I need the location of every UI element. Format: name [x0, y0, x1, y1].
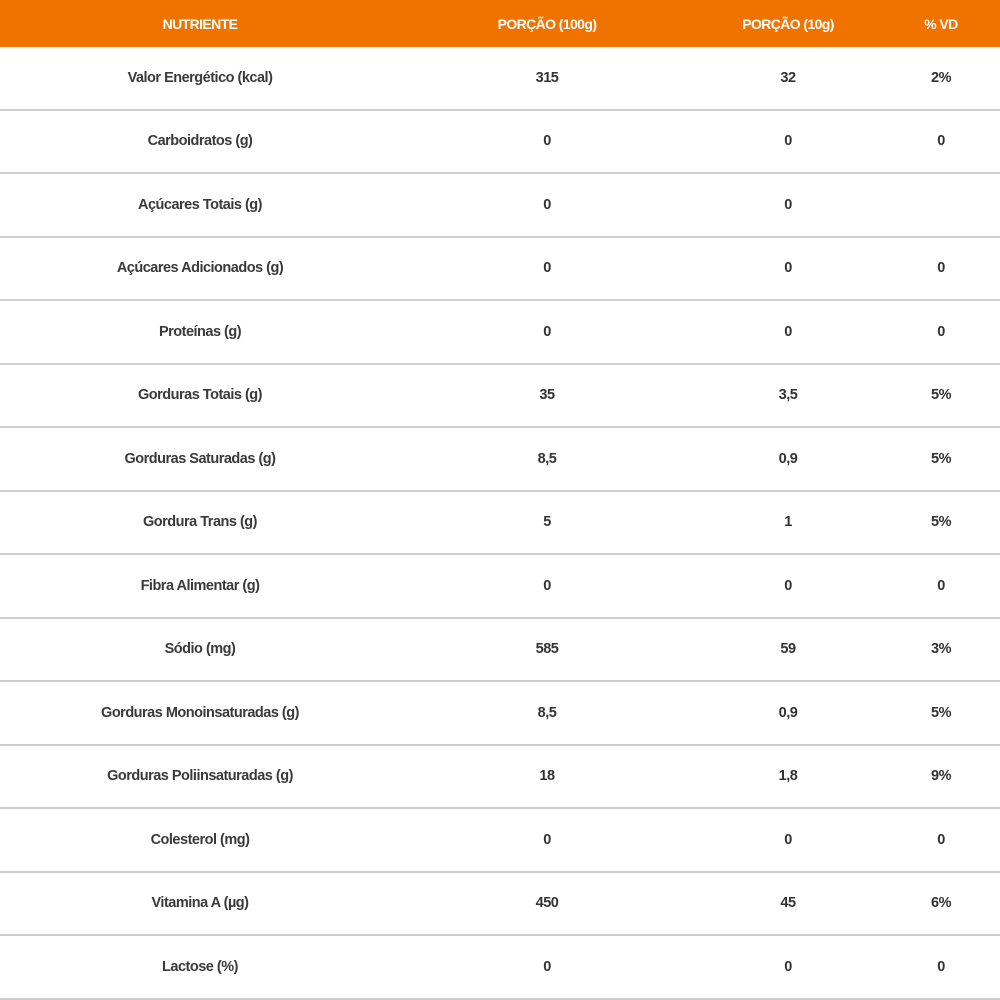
- portion-100g-value: 450: [400, 871, 694, 936]
- nutrient-name: Fibra Alimentar (g): [0, 554, 400, 619]
- portion-100g-value: 585: [400, 617, 694, 682]
- portion-100g-value: 0: [400, 808, 694, 873]
- daily-value: 5%: [882, 490, 1000, 555]
- table-row: Gorduras Poliinsaturadas (g) 18 1,8 9%: [0, 744, 1000, 809]
- portion-10g-value: 0: [694, 554, 882, 619]
- header-nutriente: NUTRIENTE: [0, 0, 400, 47]
- portion-10g-value: 0: [694, 935, 882, 1000]
- nutrient-name: Lactose (%): [0, 935, 400, 1000]
- daily-value: 0: [882, 236, 1000, 301]
- header-vd: % VD: [882, 0, 1000, 47]
- portion-100g-value: 0: [400, 300, 694, 365]
- header-porcao-10g: PORÇÃO (10g): [694, 0, 882, 47]
- portion-10g-value: 0: [694, 300, 882, 365]
- portion-10g-value: 59: [694, 617, 882, 682]
- portion-10g-value: 45: [694, 871, 882, 936]
- nutrient-name: Proteínas (g): [0, 300, 400, 365]
- daily-value: 0: [882, 300, 1000, 365]
- daily-value: 0: [882, 109, 1000, 174]
- header-porcao-100g: PORÇÃO (100g): [400, 0, 694, 47]
- nutrient-name: Carboidratos (g): [0, 109, 400, 174]
- daily-value: 6%: [882, 871, 1000, 936]
- table-row: Valor Energético (kcal) 315 32 2%: [0, 47, 1000, 111]
- daily-value: 5%: [882, 363, 1000, 428]
- portion-10g-value: 32: [694, 47, 882, 111]
- portion-100g-value: 0: [400, 109, 694, 174]
- nutrient-name: Sódio (mg): [0, 617, 400, 682]
- portion-100g-value: 18: [400, 744, 694, 809]
- table-row: Açúcares Adicionados (g) 0 0 0: [0, 236, 1000, 301]
- table-row: Proteínas (g) 0 0 0: [0, 300, 1000, 365]
- portion-10g-value: 1: [694, 490, 882, 555]
- table-row: Gorduras Saturadas (g) 8,5 0,9 5%: [0, 427, 1000, 492]
- nutrient-name: Colesterol (mg): [0, 808, 400, 873]
- portion-10g-value: 0: [694, 109, 882, 174]
- portion-100g-value: 8,5: [400, 681, 694, 746]
- nutrient-name: Gorduras Poliinsaturadas (g): [0, 744, 400, 809]
- portion-100g-value: 0: [400, 173, 694, 238]
- portion-100g-value: 315: [400, 47, 694, 111]
- daily-value: 9%: [882, 744, 1000, 809]
- table-row: Gordura Trans (g) 5 1 5%: [0, 490, 1000, 555]
- table-row: Açúcares Totais (g) 0 0: [0, 173, 1000, 238]
- portion-10g-value: 3,5: [694, 363, 882, 428]
- portion-100g-value: 5: [400, 490, 694, 555]
- table-row: Fibra Alimentar (g) 0 0 0: [0, 554, 1000, 619]
- portion-10g-value: 0: [694, 236, 882, 301]
- portion-10g-value: 0,9: [694, 427, 882, 492]
- portion-10g-value: 1,8: [694, 744, 882, 809]
- portion-10g-value: 0,9: [694, 681, 882, 746]
- table-row: Gorduras Monoinsaturadas (g) 8,5 0,9 5%: [0, 681, 1000, 746]
- daily-value: 5%: [882, 681, 1000, 746]
- portion-100g-value: 35: [400, 363, 694, 428]
- table-row: Carboidratos (g) 0 0 0: [0, 109, 1000, 174]
- table-row: Sódio (mg) 585 59 3%: [0, 617, 1000, 682]
- table-header: NUTRIENTE PORÇÃO (100g) PORÇÃO (10g) % V…: [0, 0, 1000, 47]
- portion-100g-value: 0: [400, 554, 694, 619]
- nutrient-name: Gorduras Totais (g): [0, 363, 400, 428]
- nutrient-name: Gordura Trans (g): [0, 490, 400, 555]
- nutrient-name: Açúcares Totais (g): [0, 173, 400, 238]
- portion-100g-value: 8,5: [400, 427, 694, 492]
- portion-10g-value: 0: [694, 173, 882, 238]
- daily-value: 0: [882, 935, 1000, 1000]
- portion-100g-value: 0: [400, 236, 694, 301]
- nutrient-name: Açúcares Adicionados (g): [0, 236, 400, 301]
- daily-value: 0: [882, 808, 1000, 873]
- daily-value: 0: [882, 554, 1000, 619]
- portion-100g-value: 0: [400, 935, 694, 1000]
- table-row: Gorduras Totais (g) 35 3,5 5%: [0, 363, 1000, 428]
- table-row: Colesterol (mg) 0 0 0: [0, 808, 1000, 873]
- daily-value: 5%: [882, 427, 1000, 492]
- daily-value: 3%: [882, 617, 1000, 682]
- table-row: Vitamina A (µg) 450 45 6%: [0, 871, 1000, 936]
- nutrient-name: Gorduras Monoinsaturadas (g): [0, 681, 400, 746]
- daily-value: 2%: [882, 47, 1000, 111]
- nutrient-name: Vitamina A (µg): [0, 871, 400, 936]
- portion-10g-value: 0: [694, 808, 882, 873]
- nutrient-name: Valor Energético (kcal): [0, 47, 400, 111]
- table-row: Lactose (%) 0 0 0: [0, 935, 1000, 1000]
- nutrient-name: Gorduras Saturadas (g): [0, 427, 400, 492]
- daily-value: [882, 173, 1000, 238]
